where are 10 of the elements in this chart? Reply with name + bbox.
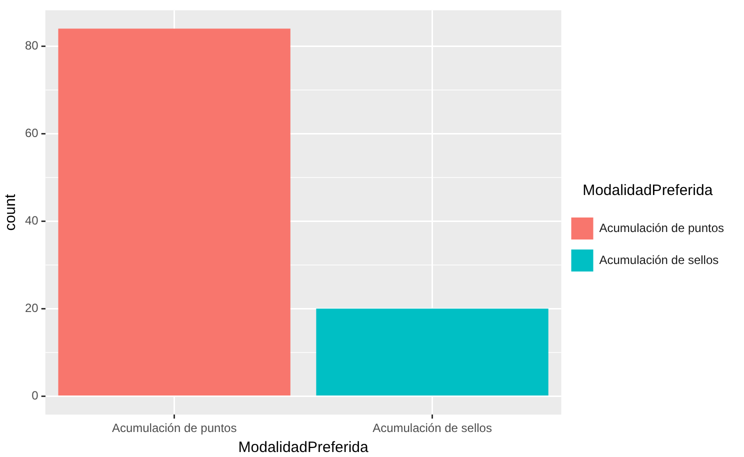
y-tick-label: 80 <box>24 38 39 52</box>
legend-label: Acumulación de puntos <box>599 220 724 235</box>
x-axis-title: ModalidadPreferida <box>238 439 369 456</box>
y-tick-label: 40 <box>24 213 39 228</box>
legend-label: Acumulación de sellos <box>599 252 719 267</box>
y-tick-label: 60 <box>24 126 39 140</box>
legend-title: ModalidadPreferida <box>582 182 714 200</box>
y-tick-label: 20 <box>24 301 39 315</box>
y-tick-label: 0 <box>32 388 39 403</box>
y-axis-title: count <box>2 193 20 231</box>
